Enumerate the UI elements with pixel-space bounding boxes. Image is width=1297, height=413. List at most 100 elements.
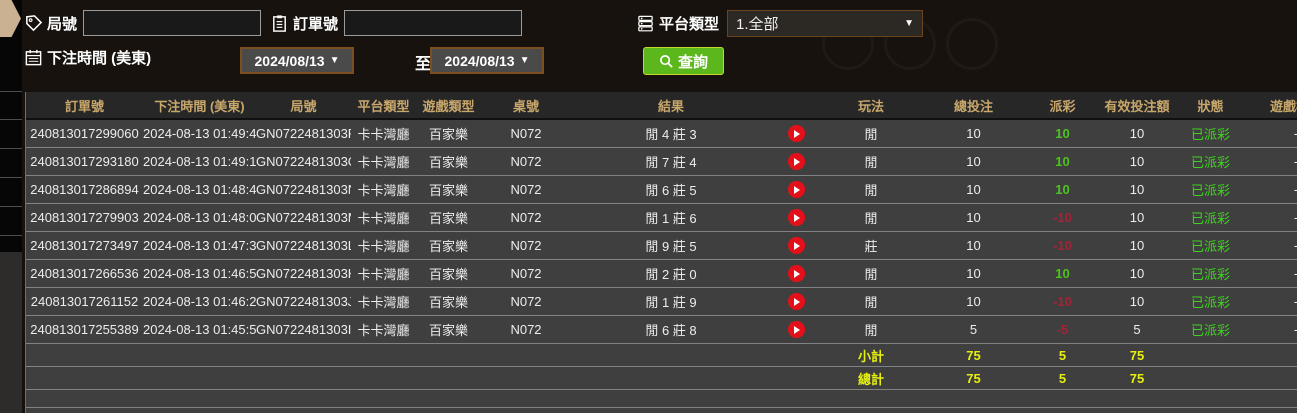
date-to-select[interactable]: 2024/08/13 ▼ — [430, 47, 544, 74]
platform-cell: 卡卡灣廳 — [357, 211, 410, 226]
summary-total-bet: 75 — [966, 370, 981, 386]
main-panel: 局號 訂單號 平台類型 1.全部 ▼ — [22, 0, 1297, 413]
play-type-cell: 閒 — [864, 127, 878, 142]
round-label: 局號 — [47, 15, 78, 33]
valid-bet-cell: 5 — [1133, 322, 1141, 337]
valid-bet-cell: 10 — [1129, 210, 1145, 225]
payout-cell: 10 — [1055, 126, 1070, 141]
valid-bet-cell: 10 — [1129, 154, 1145, 169]
total-bet-cell: 10 — [966, 126, 981, 141]
game-type-cell: 百家樂 — [428, 323, 468, 338]
empty-row — [26, 390, 1297, 408]
table-number-cell: N072 — [510, 182, 542, 197]
platform-select[interactable]: 1.全部 ▼ — [727, 10, 924, 37]
payout-cell: -10 — [1053, 210, 1072, 225]
play-video-button[interactable] — [787, 293, 805, 311]
search-button-label: 查詢 — [677, 53, 708, 71]
date-to-value: 2024/08/13 — [444, 52, 515, 69]
game-type-cell: 百家樂 — [428, 183, 468, 198]
table-number-cell: N072 — [510, 238, 542, 253]
order-number-cell: 240813017293180 — [30, 154, 139, 169]
order-number-cell: 240813017266536 — [30, 266, 139, 281]
order-label: 訂單號 — [293, 15, 339, 33]
game-view-cell: - — [1246, 154, 1297, 169]
video-replay-cell — [771, 293, 821, 311]
col-header-time: 下注時間 (美東) — [154, 98, 245, 114]
col-header-table-no: 桌號 — [512, 98, 539, 114]
video-replay-cell — [771, 265, 821, 283]
play-icon — [794, 129, 800, 138]
table-number-cell: N072 — [510, 154, 542, 169]
bet-time-label: 下注時間 (美東) — [47, 50, 152, 67]
bet-time-cell: 2024-08-13 01:48:40 — [143, 182, 256, 197]
search-button[interactable]: 查詢 — [643, 47, 724, 75]
round-input[interactable] — [83, 10, 262, 36]
play-video-button[interactable] — [787, 125, 805, 143]
platform-cell: 卡卡灣廳 — [357, 127, 410, 142]
table-row: 240813017266536 2024-08-13 01:46:54 GN07… — [26, 260, 1297, 288]
order-number-cell: 240813017255389 — [30, 322, 139, 337]
payout-cell: -10 — [1053, 238, 1072, 253]
table-number-cell: N072 — [510, 210, 542, 225]
video-replay-cell — [771, 237, 821, 255]
video-replay-cell — [771, 321, 821, 339]
valid-bet-cell: 10 — [1129, 238, 1145, 253]
order-number-cell: 240813017261152 — [30, 294, 139, 309]
total-bet-cell: 10 — [966, 210, 981, 225]
date-from-value: 2024/08/13 — [254, 52, 325, 69]
total-bet-cell: 10 — [966, 182, 981, 197]
table-header-row: 訂單號 下注時間 (美東) 局號 平台類型 遊戲類型 桌號 結果 玩法 總投注 … — [26, 92, 1297, 120]
play-video-button[interactable] — [787, 321, 805, 339]
payout-cell: 10 — [1055, 266, 1070, 281]
bet-time-cell: 2024-08-13 01:49:48 — [143, 126, 256, 141]
game-view-cell: - — [1246, 182, 1297, 197]
platform-cell: 卡卡灣廳 — [357, 239, 410, 254]
summary-payout: 5 — [1058, 370, 1067, 386]
round-number-cell: GN0722481303O — [256, 154, 351, 169]
col-header-order: 訂單號 — [64, 98, 104, 114]
play-video-button[interactable] — [787, 265, 805, 283]
play-type-cell: 閒 — [864, 183, 878, 198]
payout-cell: 10 — [1055, 182, 1070, 197]
video-replay-cell — [771, 153, 821, 171]
col-header-total-bet: 總投注 — [953, 98, 993, 114]
empty-row — [26, 408, 1297, 413]
payout-cell: -5 — [1056, 322, 1069, 337]
date-range-to-label: 至 — [415, 56, 432, 73]
drawer-handle[interactable] — [0, 0, 21, 37]
status-badge: 已派彩 — [1190, 211, 1230, 226]
clipboard-icon — [273, 14, 286, 32]
left-edge-strip — [0, 0, 22, 413]
play-type-cell: 閒 — [864, 155, 878, 170]
play-icon — [794, 297, 800, 306]
valid-bet-cell: 10 — [1129, 182, 1145, 197]
play-video-button[interactable] — [787, 237, 805, 255]
order-input[interactable] — [344, 10, 523, 36]
summary-label: 小計 — [857, 348, 884, 364]
bet-time-cell: 2024-08-13 01:46:54 — [143, 266, 256, 281]
status-badge: 已派彩 — [1190, 155, 1230, 170]
play-video-button[interactable] — [787, 181, 805, 199]
result-cell: 閒 2 莊 0 — [645, 267, 697, 282]
game-type-cell: 百家樂 — [428, 239, 468, 254]
result-cell: 閒 6 莊 8 — [645, 323, 697, 338]
platform-selected-value: 1.全部 — [736, 16, 779, 33]
chevron-down-icon: ▼ — [519, 55, 530, 66]
play-video-button[interactable] — [787, 153, 805, 171]
status-badge: 已派彩 — [1190, 295, 1230, 310]
status-badge: 已派彩 — [1190, 127, 1230, 142]
platform-cell: 卡卡灣廳 — [357, 155, 410, 170]
order-number-cell: 240813017299060 — [30, 126, 139, 141]
col-header-play-type: 玩法 — [857, 98, 884, 114]
status-badge: 已派彩 — [1190, 267, 1230, 282]
play-type-cell: 閒 — [864, 211, 878, 226]
game-view-cell: - — [1246, 210, 1297, 225]
date-from-select[interactable]: 2024/08/13 ▼ — [240, 47, 354, 74]
col-header-payout: 派彩 — [1049, 98, 1076, 114]
round-number-cell: GN0722481303N — [256, 182, 351, 197]
game-view-cell: - — [1246, 266, 1297, 281]
video-replay-cell — [771, 181, 821, 199]
bet-records-table: 訂單號 下注時間 (美東) 局號 平台類型 遊戲類型 桌號 結果 玩法 總投注 … — [25, 92, 1297, 413]
play-video-button[interactable] — [787, 209, 805, 227]
chevron-down-icon: ▼ — [904, 18, 915, 29]
